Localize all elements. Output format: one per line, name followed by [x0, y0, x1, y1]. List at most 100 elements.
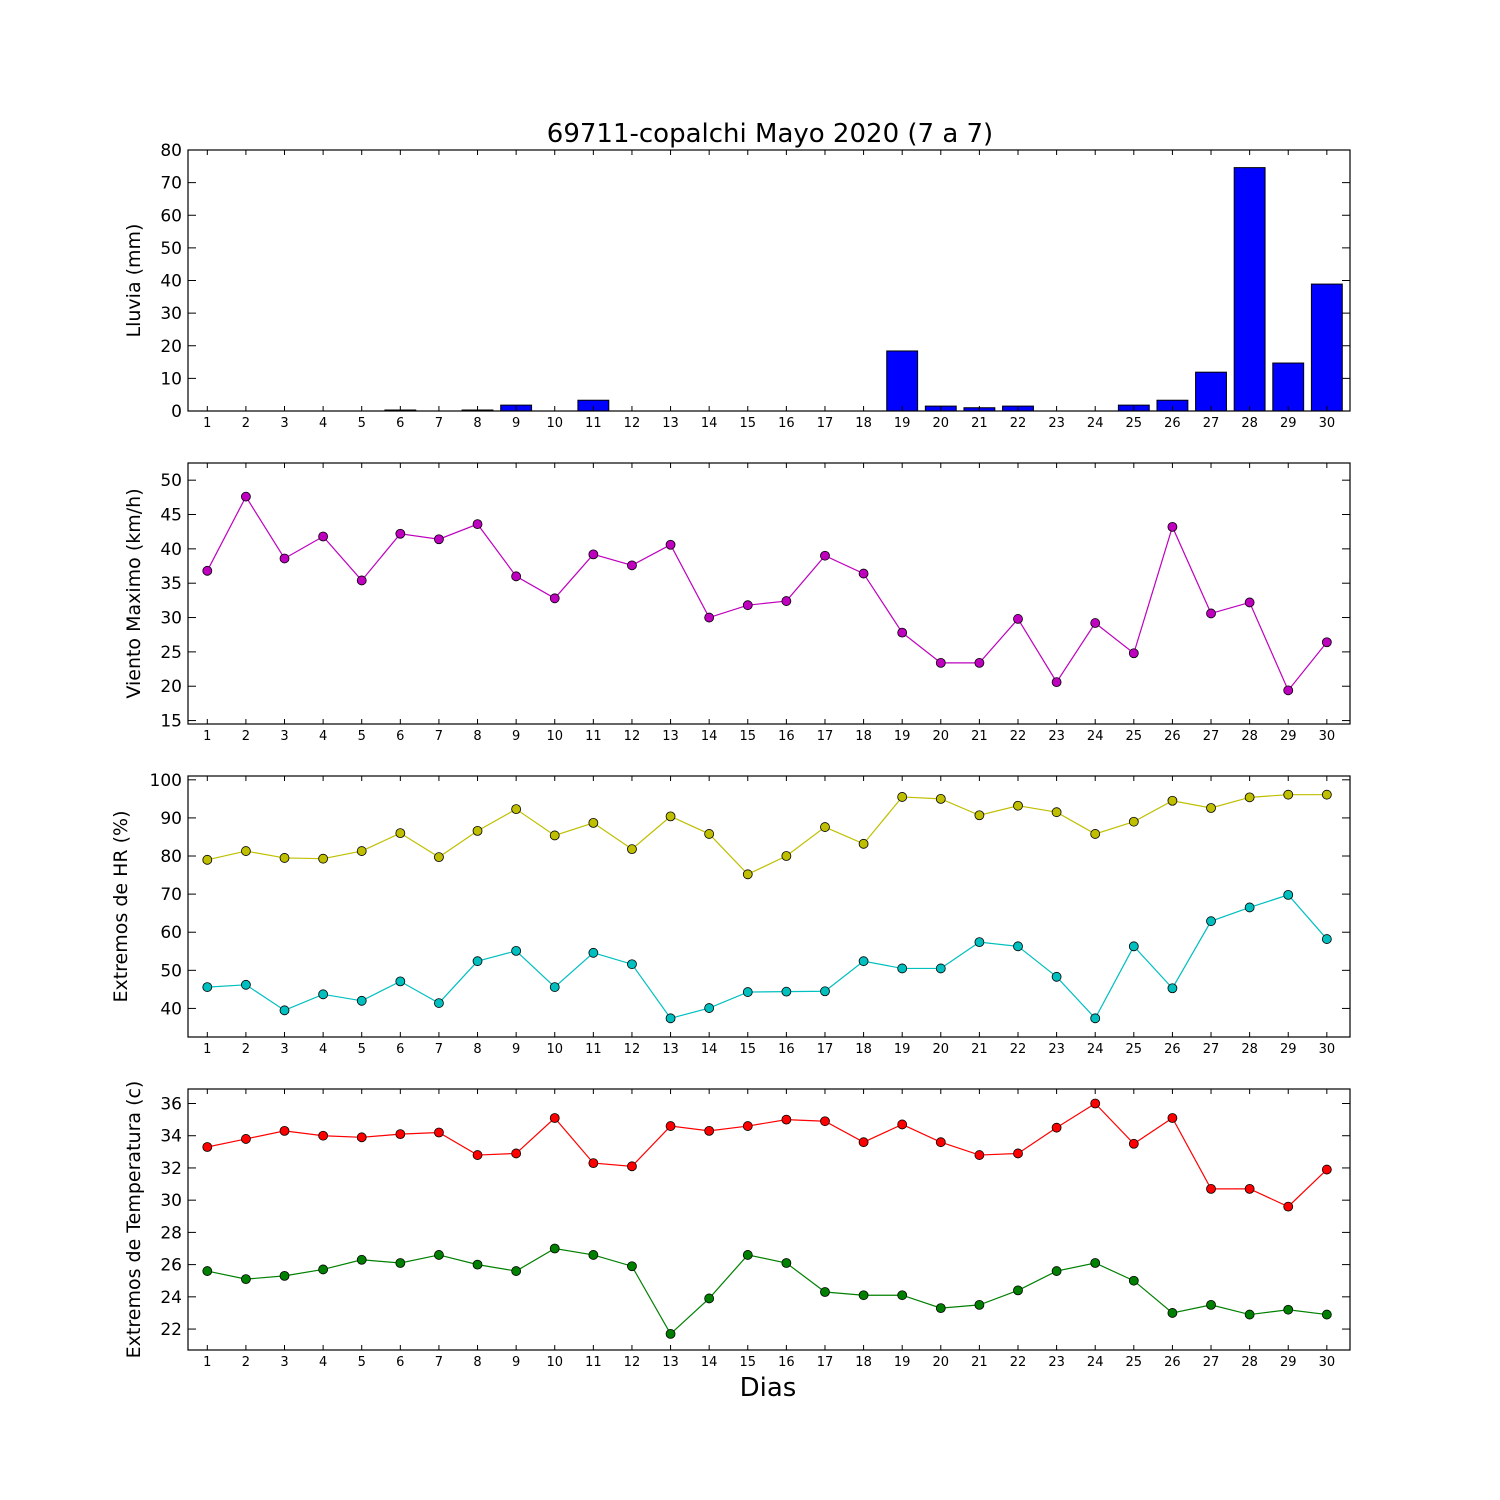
y-axis-label: Extremos de Temperatura (c): [123, 1081, 145, 1359]
x-tick-label: 17: [817, 1355, 834, 1370]
hr-max-point-22: [1013, 800, 1023, 811]
y-tick-label: 25: [160, 643, 182, 663]
y-tick-label: 50: [160, 239, 182, 259]
y-tick-label: 60: [160, 923, 182, 943]
y-tick-label: 20: [160, 677, 182, 697]
x-tick-label: 3: [280, 729, 288, 744]
hr-min-line: [207, 894, 1328, 1020]
wind-max-point-29: [1283, 685, 1294, 696]
temp-min-point-14: [704, 1293, 715, 1304]
temp-min-point-29: [1283, 1304, 1294, 1315]
y-tick-label: 50: [160, 961, 182, 981]
y-tick-label: 30: [160, 609, 182, 629]
x-tick-label: 9: [512, 1042, 520, 1057]
wind-max-point-5: [356, 575, 367, 586]
chart-title: 69711-copalchi Mayo 2020 (7 a 7): [547, 119, 993, 149]
temp-max-point-12: [627, 1161, 637, 1172]
y-tick-label: 24: [160, 1288, 182, 1308]
x-tick-label: 15: [739, 1042, 756, 1057]
temp-min-point-8: [472, 1259, 483, 1270]
y-axis-label: Lluvia (mm): [123, 224, 145, 338]
x-tick-label: 15: [739, 729, 756, 744]
hr-min-point-30: [1321, 934, 1332, 944]
x-tick-label: 17: [817, 416, 834, 431]
x-tick-label: 29: [1280, 729, 1297, 744]
temp-max-point-7: [434, 1127, 444, 1138]
x-tick-label: 29: [1280, 1042, 1297, 1057]
hr-max-point-24: [1090, 829, 1101, 839]
x-tick-label: 27: [1203, 729, 1220, 744]
hr-max-point-8: [472, 825, 483, 836]
temp-min-point-21: [974, 1299, 985, 1310]
x-tick-label: 25: [1126, 1355, 1143, 1370]
x-tick-label: 13: [662, 416, 679, 431]
hr-max-point-23: [1051, 807, 1062, 818]
y-tick-label: 30: [160, 304, 182, 324]
temp-min-point-27: [1206, 1299, 1216, 1310]
hr-min-point-15: [742, 987, 753, 997]
y-tick-label: 40: [160, 540, 182, 560]
hr-max-point-9: [511, 804, 522, 815]
x-tick-label: 13: [662, 1355, 679, 1370]
hr-min-point-18: [858, 956, 869, 967]
x-tick-label: 28: [1241, 1042, 1258, 1057]
temp-max-point-24: [1090, 1098, 1101, 1109]
x-tick-label: 11: [585, 1355, 602, 1370]
x-tick-label: 22: [1010, 1042, 1027, 1057]
temp-max-line: [207, 1102, 1328, 1208]
hr-max-point-4: [318, 853, 329, 864]
x-tick-label: 30: [1319, 729, 1336, 744]
x-tick-label: 16: [778, 1042, 795, 1057]
x-tick-label: 20: [933, 1042, 950, 1057]
x-tick-label: 25: [1126, 729, 1143, 744]
x-tick-label: 4: [319, 416, 327, 431]
wind-max-point-10: [549, 593, 560, 604]
temp-max-point-9: [511, 1148, 522, 1159]
temp-min-point-7: [434, 1250, 444, 1260]
temp-min-point-20: [935, 1303, 946, 1314]
x-tick-label: 3: [280, 1042, 288, 1057]
hr-max-point-3: [279, 853, 290, 863]
temp-min-point-1: [202, 1266, 213, 1276]
x-tick-label: 2: [242, 1042, 250, 1057]
hr-max-point-6: [395, 828, 406, 839]
hr-max-point-12: [627, 844, 637, 855]
temp-max-point-10: [549, 1113, 560, 1123]
plot-frame: [187, 775, 1351, 1038]
wind-max-point-6: [395, 528, 406, 539]
x-tick-label: 18: [855, 1042, 872, 1057]
wind-max-point-23: [1051, 677, 1062, 687]
hr-max-point-11: [588, 817, 599, 828]
temp-min-point-4: [318, 1264, 329, 1275]
y-tick-label: 20: [160, 337, 182, 357]
temp-min-point-9: [511, 1266, 522, 1276]
y-tick-label: 36: [160, 1095, 182, 1115]
wind-max-point-20: [935, 657, 946, 668]
x-tick-label: 1: [203, 729, 211, 744]
y-tick-label: 28: [160, 1223, 182, 1243]
x-tick-label: 12: [624, 416, 641, 431]
x-tick-label: 28: [1241, 729, 1258, 744]
temp-min-point-2: [241, 1274, 251, 1285]
x-tick-label: 26: [1164, 416, 1181, 431]
x-tick-label: 8: [473, 1355, 481, 1370]
rain-bar-29: [1272, 362, 1305, 412]
temp-max-point-4: [318, 1130, 329, 1141]
hr-min-point-2: [241, 979, 251, 990]
y-tick-label: 60: [160, 206, 182, 226]
x-tick-label: 9: [512, 1355, 520, 1370]
x-tick-label: 30: [1319, 1355, 1336, 1370]
wind-max-point-26: [1167, 521, 1178, 532]
hr-min-point-26: [1167, 983, 1178, 994]
hr-min-point-10: [549, 982, 560, 992]
x-tick-label: 9: [512, 729, 520, 744]
x-tick-label: 20: [933, 416, 950, 431]
x-tick-label: 2: [242, 729, 250, 744]
hr-min-point-12: [627, 959, 637, 970]
hr-min-point-27: [1206, 916, 1216, 927]
hr-min-point-1: [202, 982, 213, 992]
x-tick-label: 5: [358, 1355, 366, 1370]
y-axis-label: Extremos de HR (%): [110, 810, 132, 1002]
temp-max-point-3: [279, 1125, 290, 1136]
